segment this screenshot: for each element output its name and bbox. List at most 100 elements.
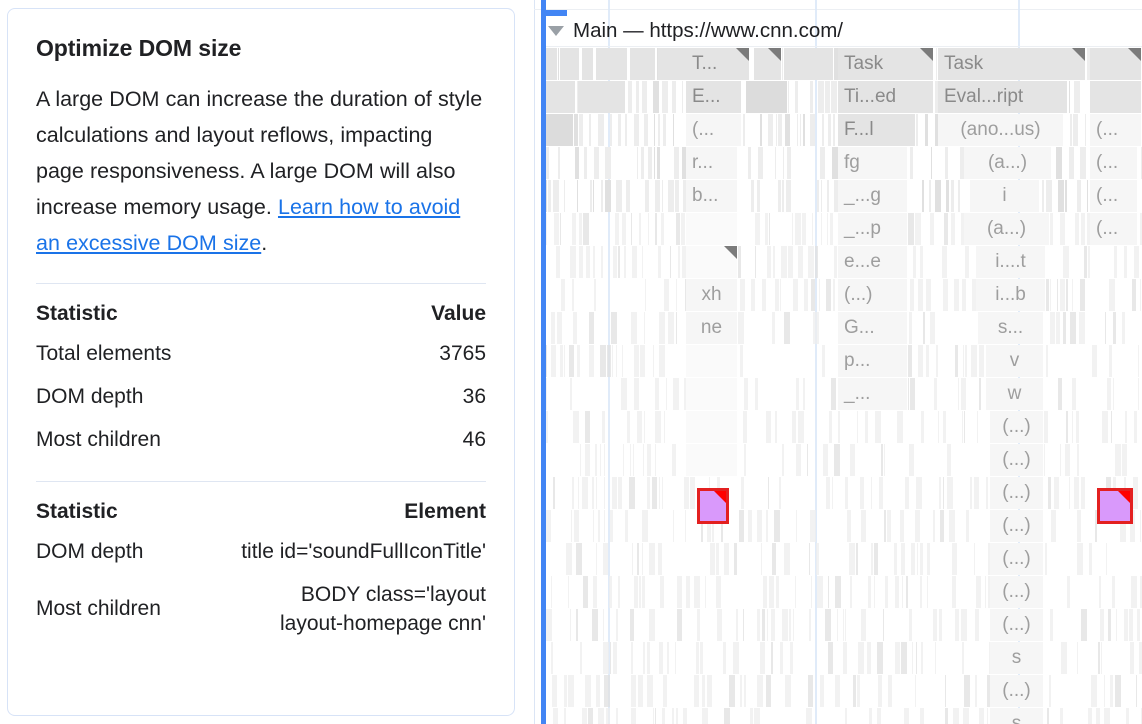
flame-micro-event[interactable] xyxy=(1048,477,1051,509)
flame-micro-event[interactable] xyxy=(1120,510,1126,542)
flame-micro-event[interactable] xyxy=(1072,279,1073,311)
flame-row[interactable]: _... w xyxy=(546,378,1142,411)
flame-micro-event[interactable] xyxy=(785,675,791,707)
flame-micro-event[interactable] xyxy=(795,81,798,113)
flame-micro-event[interactable] xyxy=(961,378,966,410)
flame-micro-event[interactable] xyxy=(807,444,808,476)
flame-micro-event[interactable] xyxy=(700,642,703,674)
flame-micro-event[interactable] xyxy=(947,477,953,509)
flame-micro-event[interactable] xyxy=(808,675,813,707)
flame-micro-event[interactable] xyxy=(673,378,679,410)
flame-micro-event[interactable] xyxy=(631,708,636,724)
flame-micro-event[interactable] xyxy=(810,81,813,113)
flame-micro-event[interactable] xyxy=(1065,180,1067,212)
flame-micro-event[interactable] xyxy=(672,81,676,113)
flame-micro-event[interactable] xyxy=(652,477,657,509)
flame-event-block[interactable]: Task xyxy=(838,48,934,80)
flame-micro-event[interactable] xyxy=(986,477,988,509)
flame-micro-event[interactable] xyxy=(716,543,719,575)
flame-micro-event[interactable] xyxy=(894,543,897,575)
flame-micro-event[interactable] xyxy=(1050,609,1053,641)
flame-micro-event[interactable] xyxy=(611,312,617,344)
flame-event-block[interactable] xyxy=(630,48,656,80)
flame-micro-event[interactable] xyxy=(1126,708,1129,724)
flame-micro-event[interactable] xyxy=(701,510,703,542)
flame-micro-event[interactable] xyxy=(768,477,769,509)
flame-micro-event[interactable] xyxy=(884,510,886,542)
flame-micro-event[interactable] xyxy=(1124,609,1128,641)
flame-micro-event[interactable] xyxy=(1087,48,1092,80)
flame-micro-event[interactable] xyxy=(961,609,967,641)
flame-event-block[interactable]: Eval...ript xyxy=(938,81,1068,113)
flame-micro-event[interactable] xyxy=(659,345,665,377)
flame-micro-event[interactable] xyxy=(943,477,944,509)
flame-micro-event[interactable] xyxy=(904,708,909,724)
flame-event-block[interactable]: _...p xyxy=(838,213,908,245)
flame-event-block[interactable]: v xyxy=(986,345,1044,377)
flame-event-block[interactable]: _... xyxy=(838,378,908,410)
flame-micro-event[interactable] xyxy=(1066,411,1068,443)
flame-micro-event[interactable] xyxy=(1134,246,1139,278)
flame-micro-event[interactable] xyxy=(663,675,667,707)
flame-micro-event[interactable] xyxy=(740,675,742,707)
flame-micro-event[interactable] xyxy=(1092,345,1097,377)
flame-micro-event[interactable] xyxy=(1107,378,1111,410)
flame-micro-event[interactable] xyxy=(654,114,655,146)
flame-micro-event[interactable] xyxy=(670,246,671,278)
flame-micro-event[interactable] xyxy=(1070,312,1076,344)
flame-event-block[interactable]: (... xyxy=(686,114,742,146)
flame-micro-event[interactable] xyxy=(865,411,868,443)
flame-micro-event[interactable] xyxy=(834,246,837,278)
flame-micro-event[interactable] xyxy=(631,213,632,245)
flame-micro-event[interactable] xyxy=(1140,576,1142,608)
flame-micro-event[interactable] xyxy=(902,576,903,608)
flame-micro-event[interactable] xyxy=(647,675,653,707)
flame-micro-event[interactable] xyxy=(556,246,560,278)
flame-micro-event[interactable] xyxy=(757,675,763,707)
flame-micro-event[interactable] xyxy=(676,213,680,245)
flame-micro-event[interactable] xyxy=(603,609,604,641)
flame-micro-event[interactable] xyxy=(707,510,711,542)
flame-micro-event[interactable] xyxy=(888,675,892,707)
flame-micro-event[interactable] xyxy=(828,114,831,146)
flame-micro-event[interactable] xyxy=(909,609,912,641)
flame-micro-event[interactable] xyxy=(796,444,801,476)
flame-micro-event[interactable] xyxy=(609,576,612,608)
flame-micro-event[interactable] xyxy=(642,510,648,542)
flame-micro-event[interactable] xyxy=(832,477,833,509)
learn-more-link[interactable]: Learn how to avoid an excessive DOM size xyxy=(36,194,461,255)
flame-micro-event[interactable] xyxy=(558,147,560,179)
flame-micro-event[interactable] xyxy=(761,543,762,575)
flame-micro-event[interactable] xyxy=(583,576,588,608)
flame-micro-event[interactable] xyxy=(1067,576,1070,608)
flame-micro-event[interactable] xyxy=(1070,114,1072,146)
flame-micro-event[interactable] xyxy=(780,642,783,674)
flame-event-block[interactable] xyxy=(582,48,594,80)
flame-micro-event[interactable] xyxy=(621,378,627,410)
flame-micro-event[interactable] xyxy=(645,180,649,212)
flame-event-block[interactable]: (... xyxy=(1090,147,1138,179)
flame-micro-event[interactable] xyxy=(800,114,801,146)
flame-micro-event[interactable] xyxy=(939,477,941,509)
flame-micro-event[interactable] xyxy=(943,411,946,443)
flame-micro-event[interactable] xyxy=(653,345,654,377)
flame-micro-event[interactable] xyxy=(1058,180,1064,212)
flame-micro-event[interactable] xyxy=(816,543,819,575)
flame-micro-event[interactable] xyxy=(598,114,604,146)
flame-micro-event[interactable] xyxy=(606,708,610,724)
flame-micro-event[interactable] xyxy=(582,477,588,509)
flame-micro-event[interactable] xyxy=(1140,510,1141,542)
flame-micro-event[interactable] xyxy=(946,180,949,212)
flame-micro-event[interactable] xyxy=(908,213,914,245)
flame-micro-event[interactable] xyxy=(649,609,655,641)
flame-micro-event[interactable] xyxy=(962,642,964,674)
flame-micro-event[interactable] xyxy=(920,708,924,724)
flame-chart-panel[interactable]: Main — https://www.cnn.com/ T... Task Task… xyxy=(534,0,1142,724)
flame-micro-event[interactable] xyxy=(782,609,788,641)
flame-micro-event[interactable] xyxy=(743,411,747,443)
flame-micro-event[interactable] xyxy=(1140,279,1141,311)
flame-micro-event[interactable] xyxy=(931,147,932,179)
flame-micro-event[interactable] xyxy=(734,543,737,575)
flame-micro-event[interactable] xyxy=(584,147,587,179)
flame-micro-event[interactable] xyxy=(860,477,864,509)
